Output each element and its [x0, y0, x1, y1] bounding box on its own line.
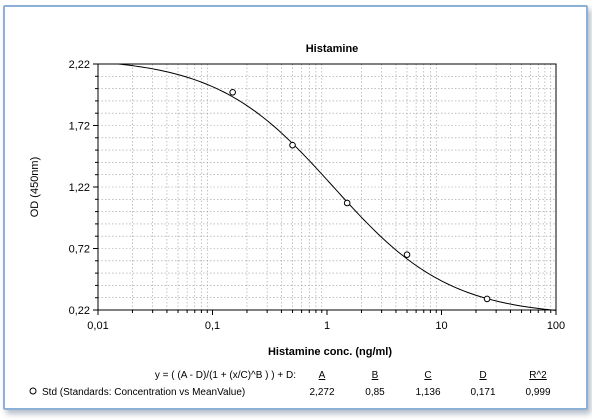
y-axis-label: OD (450nm) [29, 157, 41, 218]
axes: 0,01 0,1 1 10 100 2,22 1,72 1,22 0,72 0,22 [69, 59, 566, 332]
y-tick-label: 1,22 [69, 182, 90, 194]
fit-param-value: 1,136 [415, 387, 440, 398]
data-point [343, 199, 351, 207]
y-tick-label: 2,22 [69, 59, 90, 71]
legend-marker [29, 387, 37, 395]
data-points [229, 88, 491, 303]
fit-param-value: 2,272 [309, 387, 334, 398]
x-tick-label: 0,01 [87, 320, 108, 332]
fit-param-value: 0,85 [365, 387, 385, 398]
fit-param-header: A [319, 370, 326, 381]
legend-series-name: Std (Standards: Concentration vs MeanVal… [42, 387, 245, 398]
data-point [229, 88, 236, 96]
x-axis-label: Histamine conc. (ng/ml) [268, 346, 392, 358]
fit-param-header: R^2 [529, 370, 547, 381]
chart-title: Histamine [306, 43, 359, 55]
y-tick-label: 0,22 [69, 305, 90, 317]
y-tick-label: 0,72 [69, 244, 90, 256]
chart-frame [3, 5, 588, 410]
fit-param-header: C [424, 370, 431, 381]
x-tick-label: 100 [547, 320, 565, 332]
data-point [403, 251, 411, 258]
data-point [289, 141, 296, 149]
x-tick-label: 10 [435, 320, 447, 332]
y-tick-label: 1,72 [69, 121, 90, 133]
fit-parameter-table: A 2,272 B 0,85 C 1,136 D 0,171 R^2 0,999 [309, 370, 550, 398]
fit-param-value: 0,999 [525, 387, 550, 398]
fit-curve [98, 63, 557, 311]
x-tick-label: 1 [324, 320, 330, 332]
grid [98, 64, 556, 310]
fit-equation: y = ( (A - D)/(1 + (x/C)^B ) ) + D: [155, 370, 296, 381]
x-tick-label: 0,1 [205, 320, 220, 332]
fit-param-header: B [372, 370, 379, 381]
fit-param-value: 0,171 [470, 387, 495, 398]
data-point [483, 295, 491, 303]
fit-param-header: D [479, 370, 486, 381]
